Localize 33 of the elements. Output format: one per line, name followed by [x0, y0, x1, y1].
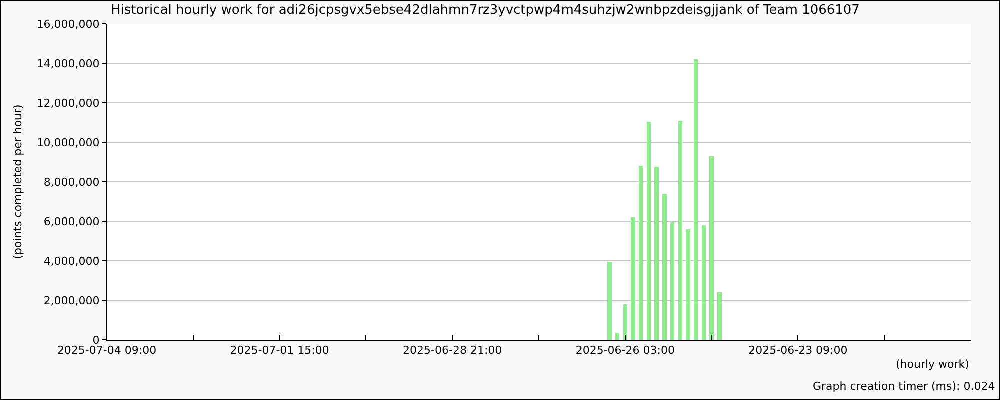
bar	[686, 229, 690, 340]
text: Graph creation timer (ms): 0.024	[813, 380, 996, 393]
bar	[710, 156, 714, 340]
x-tick-label: 2025-07-04 09:00	[57, 344, 157, 358]
bar	[694, 60, 698, 340]
bar	[615, 333, 620, 340]
bar	[718, 292, 722, 340]
y-tick-label: 6,000,000	[44, 215, 100, 228]
y-tick-label: 10,000,000	[36, 136, 100, 150]
y-tick-label: 0	[92, 334, 100, 347]
x-tick-label: 2025-06-23 09:00	[748, 344, 848, 358]
bar	[654, 167, 659, 340]
bar	[662, 194, 667, 340]
x-tick-label: 2025-06-26 03:00	[576, 344, 675, 358]
bar	[639, 166, 644, 340]
chart-title: Historical hourly work for adi26jcpsgvx5ebse42dlahmn7rz3yvctpwp4m4suhzjw2wnbpzdeisgjjank of Team 1066107	[111, 3, 860, 18]
y-tick-label: 16,000,000	[36, 18, 100, 31]
bar	[678, 120, 682, 340]
y-tick-label: 2,000,000	[44, 294, 100, 308]
x-axis-title: (hourly work)	[896, 358, 970, 371]
bar	[646, 122, 652, 340]
bar	[623, 304, 628, 340]
x-tick-label: 2025-06-28 21:00	[403, 344, 502, 358]
y-tick-label: 8,000,000	[44, 176, 100, 189]
y-tick-label: 12,000,000	[36, 96, 100, 110]
y-axis-title: (points completed per hour)	[11, 104, 24, 260]
bar	[702, 225, 706, 340]
x-tick-label: 2025-07-01 15:00	[230, 344, 330, 358]
y-tick-label: 14,000,000	[36, 57, 100, 70]
bar	[670, 222, 675, 340]
y-tick-label: 4,000,000	[44, 254, 100, 268]
bar	[608, 262, 612, 340]
bar	[631, 218, 636, 340]
